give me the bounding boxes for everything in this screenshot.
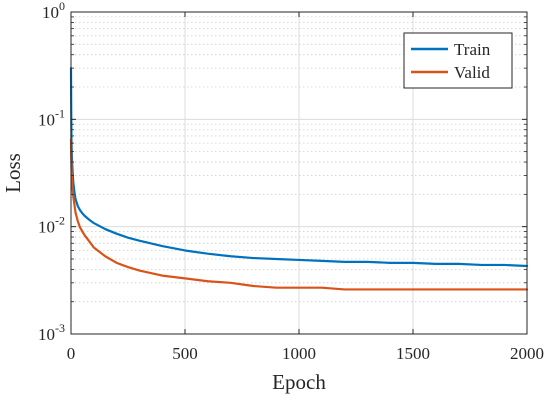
y-tick-label: 10-3: [38, 321, 65, 344]
series-line-valid: [69, 138, 529, 291]
y-tick-exponent: 0: [59, 0, 65, 13]
y-tick-base: 10: [38, 110, 55, 129]
y-tick-label: 10-2: [38, 214, 65, 237]
y-axis-title: Loss: [1, 153, 25, 193]
y-tick-label: 100: [42, 0, 65, 22]
x-axis-title: Epoch: [272, 370, 326, 394]
x-tick-labels: 0 500 1000 1500 2000: [67, 344, 544, 363]
legend-label-valid: Valid: [454, 63, 490, 82]
series-line-train: [69, 67, 529, 268]
x-tick-label: 1500: [396, 344, 430, 363]
y-tick-base: 10: [42, 3, 59, 22]
y-tick-base: 10: [38, 325, 55, 344]
legend-label-train: Train: [454, 40, 491, 59]
y-tick-base: 10: [38, 218, 55, 237]
x-tick-label: 500: [172, 344, 198, 363]
x-tick-label: 1000: [282, 344, 316, 363]
y-tick-exponent: -3: [55, 321, 65, 335]
y-tick-label: 10-1: [38, 106, 65, 129]
y-tick-exponent: -1: [55, 106, 65, 120]
x-tick-label: 0: [67, 344, 76, 363]
legend: Train Valid: [403, 32, 513, 89]
series-lines: [69, 67, 529, 291]
tick-marks: [70, 11, 528, 335]
x-tick-label: 2000: [510, 344, 544, 363]
legend-box: [403, 32, 513, 89]
y-tick-exponent: -2: [55, 214, 65, 228]
